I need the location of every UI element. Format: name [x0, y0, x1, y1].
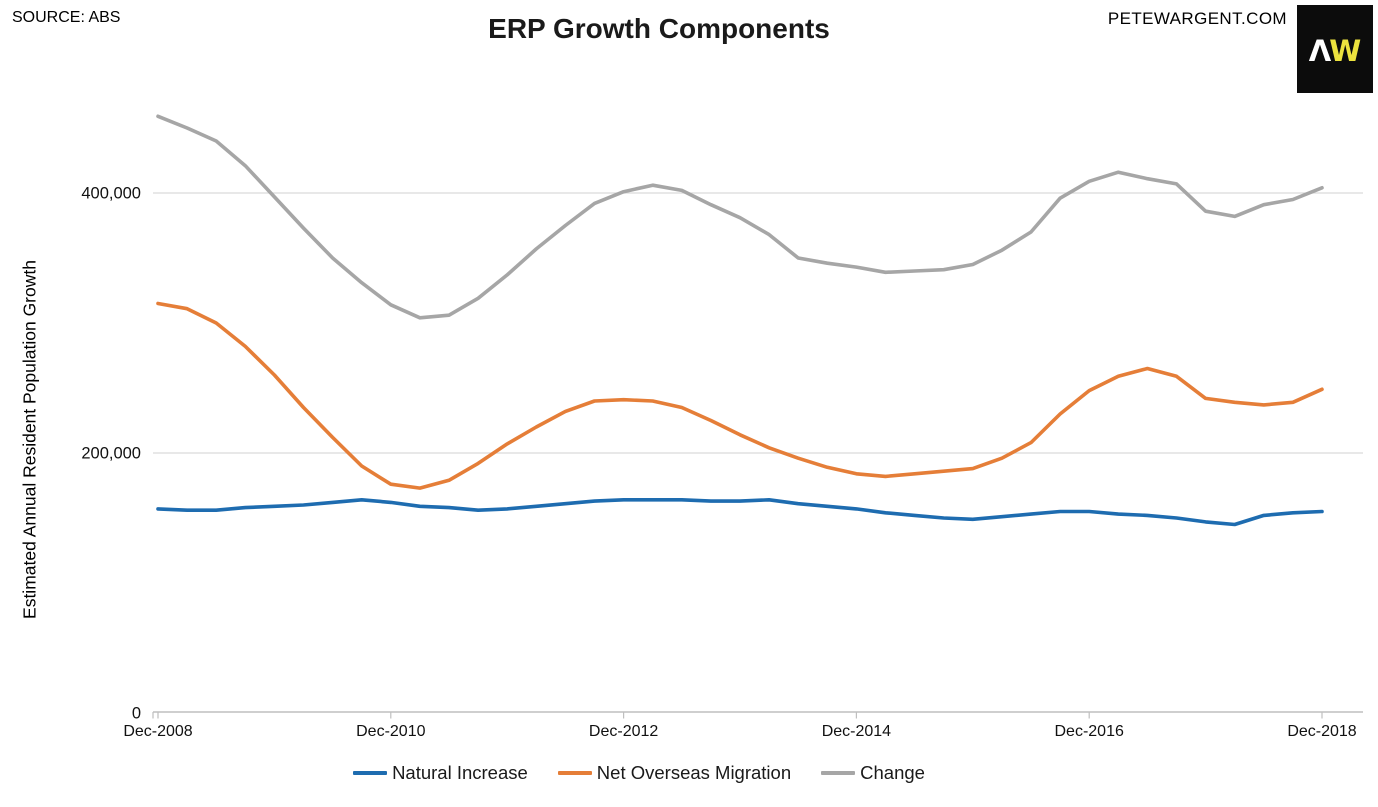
- x-tick-label: Dec-2016: [1055, 723, 1124, 740]
- x-tick-label: Dec-2010: [356, 723, 425, 740]
- logo-letter-lambda: Λ: [1308, 33, 1332, 68]
- y-tick-label: 200,000: [81, 445, 141, 463]
- y-tick-label: 400,000: [81, 185, 141, 203]
- legend-swatch-change: [821, 771, 856, 775]
- legend-swatch-natural-increase: [353, 771, 388, 775]
- series-line-net-overseas-migration: [156, 301, 1324, 490]
- series-line-natural-increase: [156, 497, 1324, 527]
- legend-item-net-overseas-migration: Net Overseas Migration: [557, 762, 792, 784]
- legend-swatch-net-overseas-migration: [557, 771, 592, 775]
- legend: Natural Increase Net Overseas Migration Ch…: [0, 762, 1328, 784]
- x-tick-label: Dec-2008: [123, 723, 192, 740]
- site-label: PETEWARGENT.COM: [1107, 9, 1287, 28]
- x-tick-label: Dec-2014: [822, 723, 891, 740]
- source-label: SOURCE: ABS: [12, 9, 121, 26]
- x-tick-label: Dec-2012: [589, 723, 658, 740]
- legend-label-change: Change: [860, 762, 925, 783]
- x-tick-label: Dec-2018: [1287, 723, 1356, 740]
- series-line-change: [156, 114, 1324, 320]
- legend-label-net-overseas-migration: Net Overseas Migration: [596, 762, 792, 783]
- y-tick-label: 0: [132, 705, 141, 723]
- logo-letter-w: W: [1329, 33, 1362, 68]
- page-title: ERP Growth Components: [488, 13, 830, 44]
- legend-label-natural-increase: Natural Increase: [392, 762, 528, 783]
- legend-item-change: Change: [821, 762, 925, 784]
- legend-item-natural-increase: Natural Increase: [353, 762, 528, 784]
